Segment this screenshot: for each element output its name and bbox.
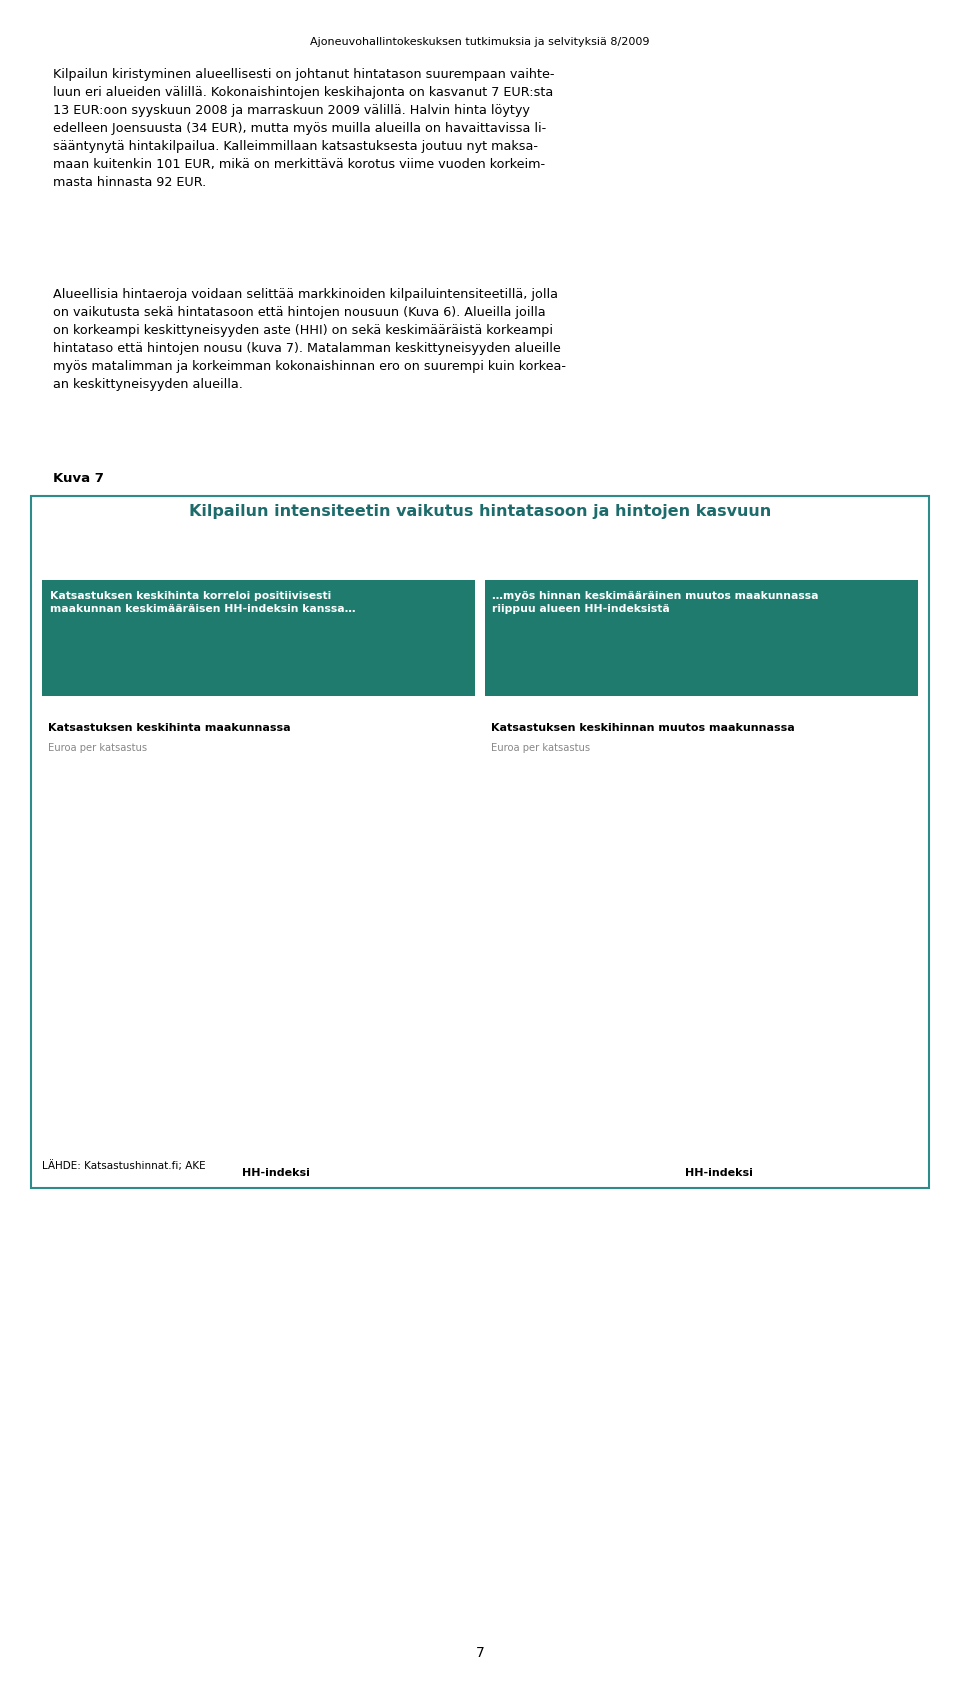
Text: Katsastuksen keskihinta korreloi positiivisesti
maakunnan keskimääräisen HH-inde: Katsastuksen keskihinta korreloi positii…	[50, 591, 355, 614]
Point	[359, 791, 374, 818]
Point	[408, 762, 423, 789]
Text: Kilpailun intensiteetin vaikutus hintatasoon ja hintojen kasvuun: Kilpailun intensiteetin vaikutus hintata…	[189, 504, 771, 519]
Point	[257, 809, 273, 837]
Point	[851, 764, 866, 791]
Text: …myös hinnan keskimääräinen muutos maakunnassa
riippuu alueen HH-indeksistä: …myös hinnan keskimääräinen muutos maaku…	[492, 591, 819, 614]
Point	[199, 1033, 214, 1061]
Point	[263, 815, 278, 842]
Point	[764, 825, 780, 852]
Point	[268, 826, 284, 854]
Point	[716, 804, 732, 832]
Point	[206, 921, 222, 949]
Point	[706, 832, 721, 859]
Text: HH-indeksi: HH-indeksi	[242, 1168, 310, 1178]
Text: R² = 0.59: R² = 0.59	[265, 913, 322, 927]
Point	[295, 809, 310, 837]
Point	[673, 811, 688, 838]
Text: R² = 0.59: R² = 0.59	[708, 905, 764, 918]
Point	[791, 798, 806, 825]
Point	[722, 811, 737, 838]
Point	[749, 804, 764, 832]
Text: Kilpailun kiristyminen alueellisesti on johtanut hintatason suurempaan vaihte-
l: Kilpailun kiristyminen alueellisesti on …	[53, 68, 554, 188]
Point	[652, 942, 667, 969]
Point	[780, 791, 796, 818]
Text: Alueellisia hintaeroja voidaan selittää markkinoiden kilpailuintensiteetillä, jo: Alueellisia hintaeroja voidaan selittää …	[53, 288, 565, 392]
Point	[802, 784, 817, 811]
Point	[662, 818, 678, 845]
Point	[279, 815, 295, 842]
Point	[247, 791, 262, 818]
Text: 7: 7	[475, 1646, 485, 1660]
Point	[306, 821, 322, 848]
Text: Euroa per katsastus: Euroa per katsastus	[48, 743, 147, 753]
Point	[381, 779, 396, 806]
Point	[834, 825, 850, 852]
Text: Euroa per katsastus: Euroa per katsastus	[491, 743, 589, 753]
Point	[695, 811, 710, 838]
Point	[700, 798, 715, 825]
Point	[818, 791, 833, 818]
Point	[274, 850, 289, 877]
Text: Kuva 7: Kuva 7	[53, 472, 104, 485]
Point	[226, 821, 241, 848]
Point	[641, 1066, 657, 1093]
Point	[284, 815, 300, 842]
Point	[333, 791, 348, 818]
Text: LÄHDE: Katsastushinnat.fi; AKE: LÄHDE: Katsastushinnat.fi; AKE	[42, 1161, 205, 1171]
Point	[252, 821, 268, 848]
Point	[236, 826, 252, 854]
Point	[727, 818, 742, 845]
Text: Ajoneuvohallintokeskuksen tutkimuksia ja selvityksiä 8/2009: Ajoneuvohallintokeskuksen tutkimuksia ja…	[310, 37, 650, 48]
Text: Katsastuksen keskihinta maakunnassa: Katsastuksen keskihinta maakunnassa	[48, 723, 291, 733]
Point	[684, 804, 700, 832]
Text: Katsastuksen keskihinnan muutos maakunnassa: Katsastuksen keskihinnan muutos maakunna…	[491, 723, 794, 733]
Point	[737, 798, 753, 825]
Point	[215, 815, 230, 842]
Point	[322, 809, 337, 837]
Text: HH-indeksi: HH-indeksi	[684, 1168, 753, 1178]
